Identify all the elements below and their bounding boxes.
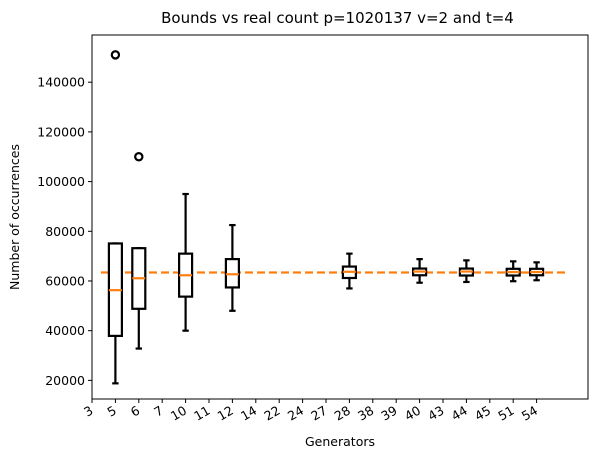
x-tick-label: 12 [215, 403, 236, 424]
y-tick-label: 20000 [45, 373, 85, 388]
x-tick-label: 54 [519, 403, 540, 424]
y-tick-label: 100000 [37, 174, 85, 189]
box-44 [458, 259, 474, 284]
y-tick-label: 140000 [37, 75, 85, 90]
x-tick-label: 51 [495, 403, 516, 424]
y-tick-label: 120000 [37, 124, 85, 139]
x-tick-label: 28 [332, 403, 353, 424]
x-tick-label: 43 [425, 403, 446, 424]
box-54 [528, 261, 545, 282]
x-tick-label: 10 [168, 403, 189, 424]
box-40 [412, 258, 428, 284]
x-axis: 3 5 6 7 10 11 12 14 22 24 27 28 38 39 40 43 44 45 51 54 [81, 399, 540, 424]
x-tick-label: 39 [378, 403, 399, 424]
box-28 [341, 252, 357, 290]
x-tick-label: 22 [261, 403, 282, 424]
box-10 [178, 192, 194, 332]
y-axis-label: Number of occurrences [7, 144, 22, 290]
chart-title: Bounds vs real count p=1020137 v=2 and t… [161, 9, 514, 27]
plot-area [101, 50, 569, 385]
x-tick-label: 14 [238, 403, 259, 424]
y-tick-label: 60000 [45, 273, 85, 288]
outlier-point [110, 50, 121, 60]
box-12 [224, 223, 240, 312]
box-6 [131, 152, 147, 350]
outlier-point [134, 152, 144, 162]
x-tick-label: 6 [128, 403, 142, 420]
x-tick-label: 3 [81, 403, 95, 420]
x-tick-label: 27 [308, 403, 329, 424]
plot-frame [91, 34, 589, 400]
y-tick-label: 40000 [45, 323, 85, 338]
y-axis: 20000 40000 60000 80000 100000 120000 140000 [37, 75, 92, 388]
x-axis-label: Generators [305, 434, 375, 449]
x-tick-label: 45 [472, 403, 493, 424]
box-51 [505, 260, 521, 283]
box-5 [107, 50, 124, 385]
x-tick-label: 11 [191, 403, 212, 424]
x-tick-label: 44 [449, 403, 470, 424]
y-tick-label: 80000 [45, 224, 85, 239]
x-tick-label: 24 [285, 403, 306, 424]
x-tick-label: 38 [355, 403, 376, 424]
x-tick-label: 40 [402, 403, 423, 424]
x-tick-label: 7 [151, 403, 165, 420]
x-tick-label: 5 [105, 403, 119, 420]
